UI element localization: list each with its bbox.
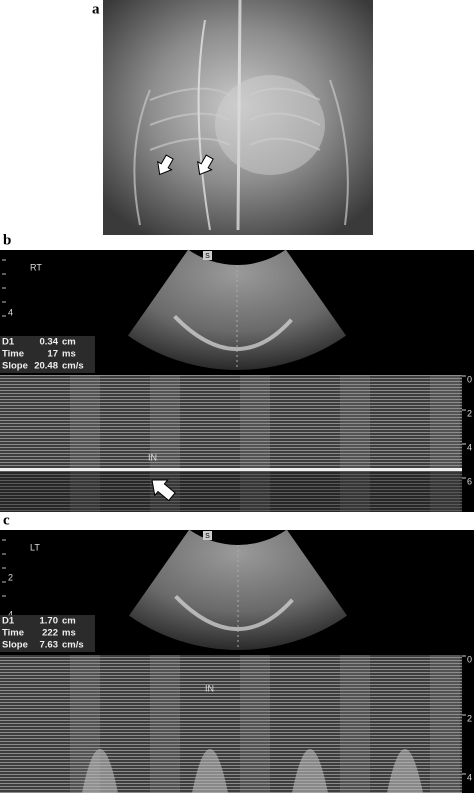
- m-mode-band: [70, 375, 100, 512]
- panel-label: c: [3, 512, 10, 528]
- probe-marker-box: [203, 531, 212, 540]
- m-mode-peak: [387, 749, 423, 793]
- side-label: LT: [30, 542, 40, 552]
- m-mode-peak: [292, 749, 328, 793]
- measurement-box: [0, 336, 95, 373]
- sector-echo: [173, 314, 293, 351]
- depth-label: 6: [467, 476, 472, 486]
- side-label: RT: [30, 262, 42, 272]
- ruler-label: 4: [8, 609, 13, 619]
- measurement-text: ms: [62, 349, 76, 360]
- depth-label: 2: [467, 408, 472, 418]
- measurement-text: Time: [2, 628, 24, 639]
- measurement-text: cm/s: [62, 640, 84, 651]
- m-mode-peak: [192, 749, 228, 793]
- measurement-text: 0.34: [40, 337, 59, 348]
- measurement-text: cm: [62, 616, 76, 627]
- depth-label: 0: [467, 654, 472, 664]
- measurement-text: 1.70: [40, 616, 59, 627]
- measurement-text: Slope: [2, 361, 28, 372]
- probe-marker: S: [205, 533, 210, 540]
- m-mode-strip: [0, 655, 462, 793]
- measurement-text: Time: [2, 349, 24, 360]
- m-mode-dark: [0, 471, 462, 512]
- depth-label: 4: [467, 442, 472, 452]
- measurement-text: cm: [62, 337, 76, 348]
- annotation: IN: [205, 683, 214, 693]
- arrow: [151, 479, 176, 502]
- m-mode-strip: [0, 375, 462, 512]
- sector-echo: [174, 594, 294, 631]
- panel-label: a: [92, 1, 100, 17]
- xray-image: [103, 0, 373, 235]
- measurement-text: D1: [2, 616, 15, 627]
- m-mode-band: [240, 655, 270, 793]
- m-mode-band: [150, 655, 180, 793]
- m-mode-peak: [82, 749, 118, 793]
- measurement-text: 20.48: [34, 361, 58, 372]
- m-mode-echo: [0, 468, 462, 471]
- measurement-text: 222: [42, 628, 58, 639]
- m-mode-band: [340, 655, 370, 793]
- m-mode-band: [430, 655, 460, 793]
- measurement-text: 17: [47, 349, 58, 360]
- measurement-text: 7.63: [40, 640, 59, 651]
- probe-marker: S: [205, 253, 210, 260]
- depth-label: 0: [467, 374, 472, 384]
- sector-image: [129, 529, 347, 650]
- m-mode-band: [340, 375, 370, 512]
- depth-label: 4: [467, 772, 472, 782]
- sector-image: [128, 249, 346, 370]
- m-mode-band: [430, 375, 460, 512]
- m-mode-band: [240, 375, 270, 512]
- measurement-text: cm/s: [62, 361, 84, 372]
- measurement-box: [0, 615, 95, 652]
- panel-label: b: [3, 232, 11, 248]
- depth-label: 2: [467, 713, 472, 723]
- ruler-label: 2: [8, 572, 13, 582]
- annotation: IN: [148, 452, 157, 462]
- measurement-text: Slope: [2, 640, 28, 651]
- probe-marker-box: [203, 251, 212, 260]
- ruler-label: 4: [8, 307, 13, 317]
- measurement-text: ms: [62, 628, 76, 639]
- measurement-text: D1: [2, 337, 15, 348]
